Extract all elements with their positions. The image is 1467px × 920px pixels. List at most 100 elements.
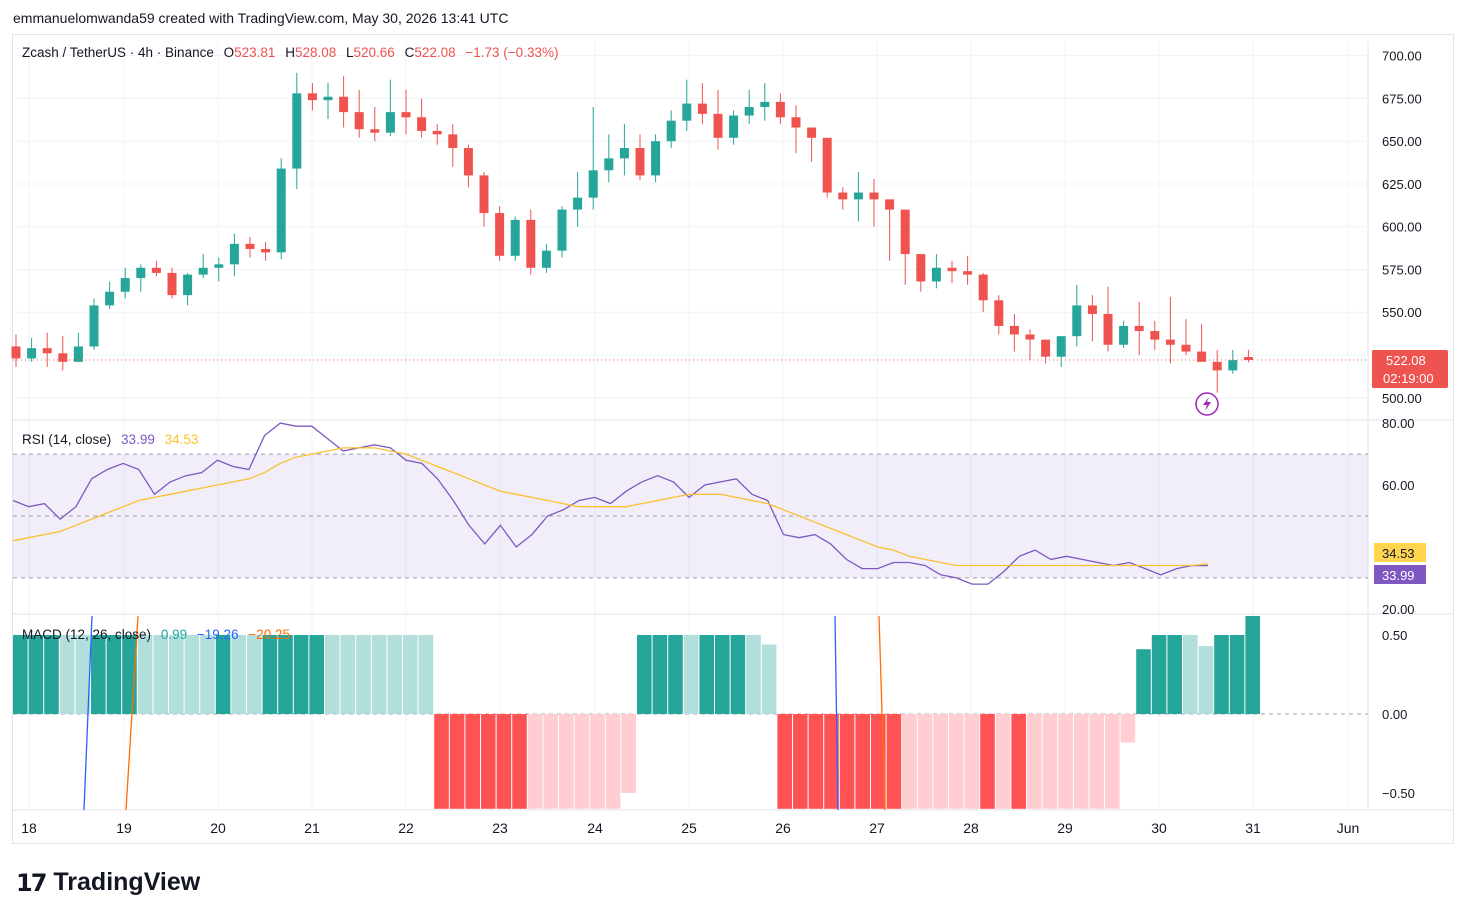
macd-histogram-bar: [1105, 714, 1120, 809]
candle-body: [11, 346, 21, 359]
date-tick-label: 28: [963, 820, 979, 836]
macd-histogram-bar: [824, 714, 839, 809]
macd-histogram-bar: [605, 714, 621, 809]
macd-histogram-bar: [746, 635, 761, 714]
macd-histogram-bar: [1198, 646, 1214, 714]
rsi-series-line: [12, 422, 1209, 585]
candle-body: [1025, 334, 1035, 340]
candle-body: [838, 192, 848, 200]
macd-histogram-bar: [715, 635, 730, 714]
price-pane: [11, 72, 1368, 416]
date-tick-label: 30: [1151, 820, 1167, 836]
macd-histogram-bar: [1089, 714, 1104, 809]
candle-body: [994, 300, 1004, 326]
candle-body: [760, 101, 770, 107]
candle-body: [1041, 339, 1051, 357]
date-tick-label: Jun: [1337, 820, 1360, 836]
macd-hist-value: 0.99: [160, 627, 188, 642]
candle-body: [978, 274, 988, 301]
lightning-icon: [1195, 392, 1219, 416]
grid: [13, 42, 1454, 811]
rsi-label[interactable]: RSI (14, close): [22, 432, 112, 447]
macd-line: [834, 615, 839, 811]
date-tick-label: 27: [869, 820, 885, 836]
macd-histogram-bar: [1245, 616, 1260, 714]
macd-legend[interactable]: MACD (12, 26, close) 0.99 −19.26 −20.25: [22, 627, 296, 642]
candle-body: [682, 103, 692, 121]
candle-body: [526, 219, 536, 268]
macd-histogram-bar: [262, 635, 278, 714]
macd-label[interactable]: MACD (12, 26, close): [22, 627, 152, 642]
candle-body: [183, 274, 193, 296]
tradingview-logo-icon: 17: [16, 868, 47, 897]
macd-histogram-bar: [371, 635, 387, 714]
candle-body: [1165, 339, 1175, 345]
macd-histogram-bar: [356, 635, 371, 714]
macd-histogram-bar: [683, 635, 699, 714]
candle-body: [729, 115, 739, 138]
macd-histogram-bar: [730, 635, 746, 714]
candle-body: [245, 243, 255, 249]
macd-signal-value: −20.25: [248, 627, 290, 642]
candle-body: [931, 267, 941, 282]
macd-histogram-bar: [153, 635, 168, 714]
candle-body: [1056, 336, 1066, 357]
candle-body: [136, 267, 146, 279]
symbol-legend[interactable]: Zcash / TetherUS · 4h · Binance O523.81 …: [22, 45, 564, 60]
candle-body: [885, 199, 895, 210]
tradingview-brand: TradingView: [53, 868, 201, 896]
rsi-tick-label: 60.00: [1382, 478, 1415, 493]
candle-body: [120, 278, 130, 292]
macd-histogram-bar: [434, 714, 449, 809]
macd-histogram-bar: [902, 714, 917, 809]
macd-histogram-bar: [995, 714, 1011, 809]
candle-body: [229, 243, 239, 265]
created-by-text: emmanuelomwanda59 created with TradingVi…: [13, 10, 509, 26]
ohlc-change: −1.73 (−0.33%): [465, 45, 559, 60]
date-tick-label: 24: [587, 820, 603, 836]
candle-body: [214, 264, 224, 268]
rsi-legend[interactable]: RSI (14, close) 33.99 34.53: [22, 432, 204, 447]
candle-body: [697, 103, 707, 114]
axes: 1819202122232425262728293031Jun500.00525…: [21, 49, 1448, 836]
candle-body: [822, 137, 832, 193]
candle-body: [385, 112, 395, 133]
candle-body: [1072, 305, 1082, 337]
macd-histogram-bar: [496, 714, 512, 809]
symbol-name[interactable]: Zcash / TetherUS · 4h · Binance: [22, 45, 214, 60]
candle-body: [651, 141, 661, 176]
last-price-value: 522.08: [1386, 353, 1426, 368]
date-tick-label: 22: [398, 820, 414, 836]
rsi-tick-label: 20.00: [1382, 602, 1415, 617]
macd-histogram-bar: [231, 635, 246, 714]
macd-histogram-bar: [652, 635, 668, 714]
macd-histogram-bar: [75, 635, 90, 714]
tradingview-logo[interactable]: 17 TradingView: [16, 868, 200, 897]
candle-body: [417, 117, 427, 131]
candle-body: [604, 158, 614, 171]
price-tick-label: 650.00: [1382, 134, 1422, 149]
macd-histogram-bar: [949, 714, 964, 809]
signal-line: [125, 615, 139, 811]
macd-tick-label: 0.00: [1382, 707, 1407, 722]
macd-histogram-bar: [699, 635, 714, 714]
candle-body: [1243, 357, 1253, 360]
candle-body: [261, 248, 271, 253]
macd-histogram-bar: [169, 635, 184, 714]
date-tick-label: 29: [1057, 820, 1073, 836]
ohlc-open: O523.81: [223, 45, 276, 60]
candle-body: [463, 148, 473, 176]
macd-tick-label: −0.50: [1382, 786, 1415, 801]
macd-histogram-bar: [59, 635, 75, 714]
candle-body: [370, 129, 380, 133]
macd-histogram-bar: [1151, 635, 1167, 714]
macd-histogram-bar: [449, 714, 465, 809]
rsi-value: 33.99: [121, 432, 155, 447]
macd-histogram-bar: [668, 635, 683, 714]
candle-body: [791, 117, 801, 128]
macd-histogram-bar: [1027, 714, 1042, 809]
macd-pane: [13, 615, 1368, 811]
signal-line: [878, 615, 886, 811]
macd-histogram-bar: [215, 635, 231, 714]
